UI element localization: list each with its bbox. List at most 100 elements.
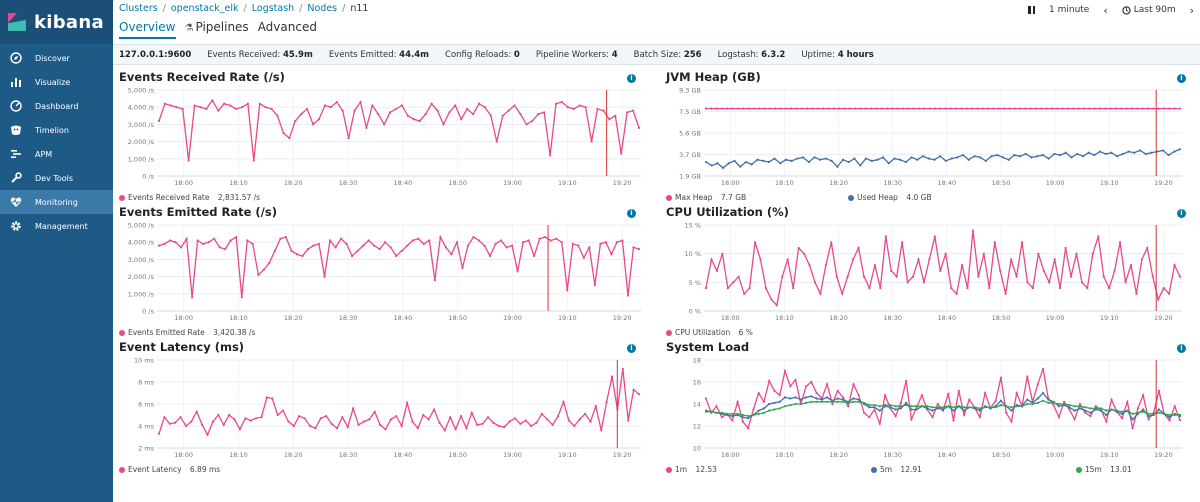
data-point (836, 400, 839, 403)
legend-item[interactable]: Used Heap 4.0 GB (848, 193, 932, 202)
data-point (527, 239, 530, 242)
data-point (524, 419, 527, 422)
x-tick-label: 18:20 (284, 314, 303, 322)
chart-system-load[interactable]: 10 12 14 16 18 18:00 18:10 18:20 18:30 18:40 18:50… (666, 358, 1188, 460)
data-point (768, 409, 771, 412)
data-point (1063, 400, 1066, 403)
data-point (1024, 152, 1027, 156)
data-point (571, 242, 574, 246)
data-point (1109, 107, 1112, 110)
breadcrumb-clusters[interactable]: Clusters (119, 3, 158, 14)
data-point (802, 252, 806, 255)
chart-cpu-utilization[interactable]: 0 % 5 % 10 % 15 % 18:00 18:10 18:20 18:30 18:40 1… (666, 223, 1188, 323)
data-point (1142, 408, 1145, 411)
data-point (873, 408, 876, 411)
data-point (191, 296, 194, 299)
sidebar-item-visualize[interactable]: Visualize (0, 70, 113, 94)
info-icon[interactable]: i (1177, 74, 1186, 83)
breadcrumb-logstash[interactable]: Logstash (251, 3, 295, 14)
data-point (733, 159, 736, 162)
data-point (341, 416, 344, 419)
data-point (1041, 367, 1045, 370)
series-line-0[interactable] (158, 99, 640, 161)
time-prev-button[interactable]: ‹ (1103, 4, 1107, 17)
legend-item[interactable]: CPU Utilization 6 % (666, 328, 753, 337)
data-point (820, 398, 823, 401)
data-point (637, 393, 641, 396)
pause-button[interactable] (1028, 6, 1036, 14)
sidebar-item-dev-tools[interactable]: Dev Tools (0, 166, 113, 190)
legend-item[interactable]: Event Latency 6.89 ms (119, 465, 220, 474)
x-tick-label: 18:40 (937, 451, 956, 459)
data-point (806, 107, 809, 110)
sidebar-item-monitoring[interactable]: Monitoring (0, 190, 113, 214)
legend-swatch (119, 194, 125, 201)
x-tick-label: 19:10 (1100, 314, 1119, 322)
sidebar-item-management[interactable]: Management (0, 214, 113, 238)
data-point (222, 423, 225, 426)
kibana-logo[interactable]: kibana (0, 0, 113, 44)
data-point (704, 160, 708, 164)
data-point (1129, 264, 1133, 267)
breadcrumb-nodes[interactable]: Nodes (307, 3, 338, 14)
data-point (889, 404, 892, 407)
tab-pipelines[interactable]: ⚗ Pipelines (185, 20, 249, 39)
info-icon[interactable]: i (1177, 344, 1186, 353)
info-icon[interactable]: i (627, 344, 636, 353)
data-point (731, 419, 734, 422)
data-point (922, 281, 926, 284)
data-point (747, 107, 750, 110)
chart-title: Events Received Rate (/s) (119, 70, 285, 84)
chart-events-emitted[interactable]: 0 /s 1,000 /s 2,000 /s 3,000 /s 4,000 /s 5,00… (119, 223, 647, 323)
info-icon[interactable]: i (1177, 209, 1186, 218)
series-line-0[interactable] (158, 234, 640, 298)
data-point (513, 104, 516, 107)
sidebar-item-timelion[interactable]: Timelion (0, 118, 113, 142)
chart-event-latency[interactable]: 2 ms 4 ms 6 ms 8 ms 10 ms 18:00 18:10 18:20 18:3… (119, 358, 647, 460)
data-point (540, 412, 544, 415)
data-point (199, 106, 202, 109)
data-point (757, 409, 760, 412)
legend-item[interactable]: Events Received Rate 2,831.57 /s (119, 193, 260, 202)
info-icon[interactable]: i (627, 209, 636, 218)
legend-item[interactable]: 1m 12.53 (666, 465, 717, 474)
data-point (519, 112, 522, 116)
x-tick-label: 19:10 (1100, 451, 1119, 459)
time-range-picker[interactable]: Last 90m (1122, 5, 1176, 15)
data-point (347, 137, 350, 140)
data-point (710, 410, 713, 413)
data-point (163, 102, 167, 105)
breadcrumb-cluster[interactable]: openstack_elk (170, 3, 239, 14)
tab-overview[interactable]: Overview (119, 20, 176, 39)
data-point (449, 416, 452, 419)
refresh-interval[interactable]: 1 minute (1049, 5, 1090, 15)
sidebar-item-label: Dashboard (35, 101, 79, 111)
data-point (947, 393, 950, 396)
data-point (853, 157, 856, 160)
legend-item[interactable]: 5m 12.91 (870, 465, 922, 474)
chart-jvm-heap[interactable]: 1.9 GB 3.7 GB 5.6 GB 7.5 GB 9.3 GB 18:00 18:10… (666, 88, 1188, 188)
time-next-button[interactable]: › (1190, 4, 1194, 17)
legend-item[interactable]: Events Emitted Rate 3,420.38 /s (119, 328, 255, 337)
data-point (962, 406, 966, 409)
series-line-0[interactable] (158, 368, 640, 437)
sidebar-item-discover[interactable]: Discover (0, 46, 113, 70)
data-point (847, 160, 850, 164)
data-point (303, 417, 306, 420)
sidebar-item-dashboard[interactable]: Dashboard (0, 94, 113, 118)
data-point (1114, 107, 1118, 110)
y-tick-label: 5 % (689, 279, 701, 287)
breadcrumb-separator: / (342, 3, 346, 14)
legend-item[interactable]: Max Heap 7.7 GB (666, 193, 746, 202)
series-line-0[interactable] (705, 230, 1181, 307)
info-icon[interactable]: i (627, 74, 636, 83)
data-point (1004, 292, 1007, 295)
tab-bar: Overview ⚗ Pipelines Advanced (119, 20, 368, 39)
legend-item[interactable]: 15m 13.01 (1075, 465, 1132, 474)
tab-advanced[interactable]: Advanced (257, 20, 317, 34)
chart-events-received[interactable]: 0 /s 1,000 /s 2,000 /s 3,000 /s 4,000 /s 5,00… (119, 88, 647, 188)
data-point (282, 131, 285, 135)
data-point (768, 402, 771, 406)
data-point (566, 289, 569, 292)
sidebar-item-apm[interactable]: APM (0, 142, 113, 166)
